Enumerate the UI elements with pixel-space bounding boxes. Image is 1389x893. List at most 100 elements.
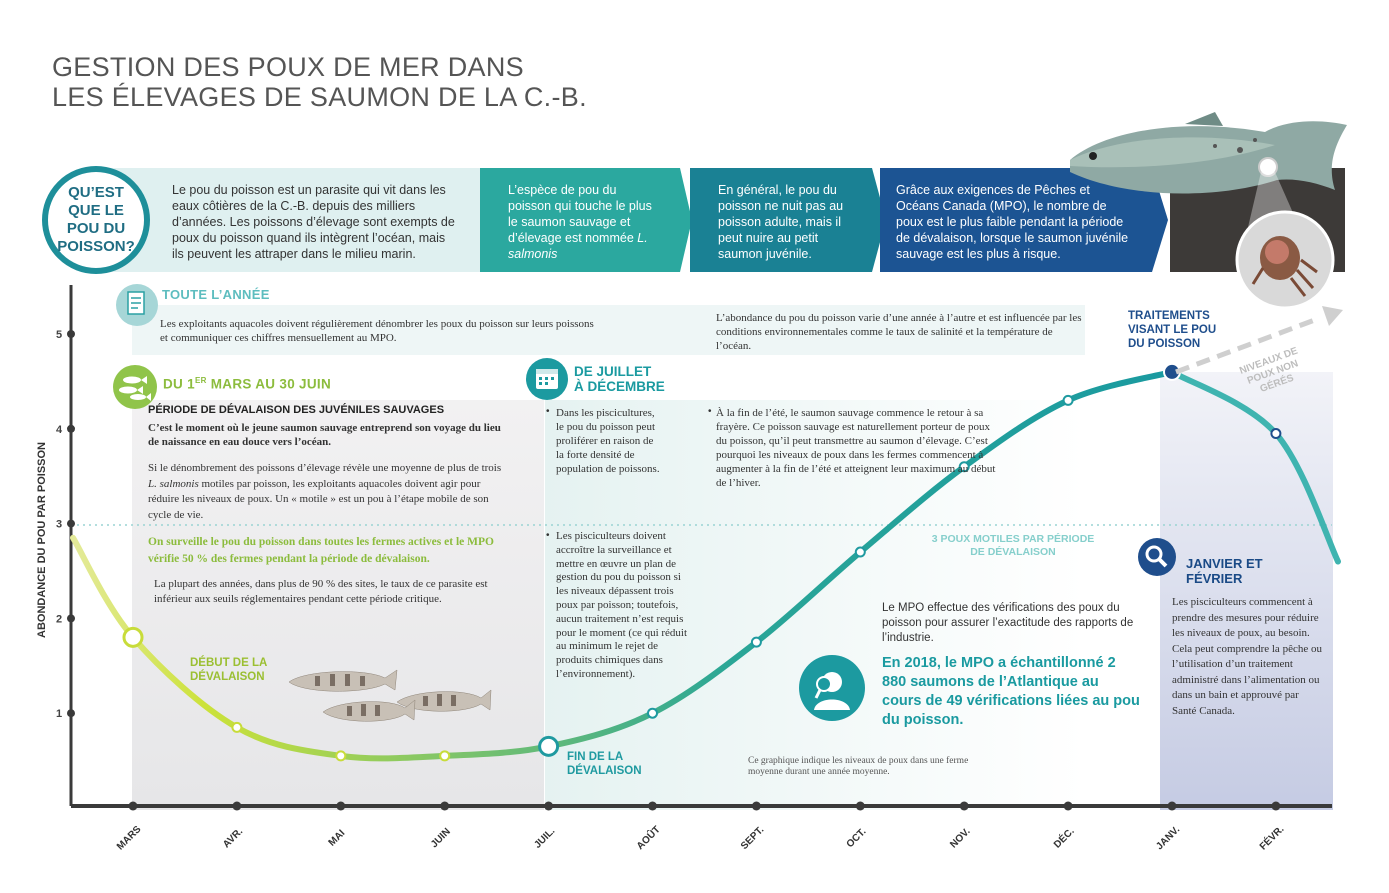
x-tick-label: OCT. <box>845 826 869 850</box>
winter-text: Les pisciculteurs commencent à prendre d… <box>1172 596 1322 717</box>
y-tick-mark <box>67 330 75 338</box>
data-point-SEPT. <box>750 636 762 648</box>
bullet-1: • <box>546 406 550 417</box>
chevron-4 <box>1148 168 1168 272</box>
dfo-highlight: En 2018, le MPO a échantillonné 2 880 sa… <box>882 655 1140 728</box>
data-point-MARS <box>122 626 144 648</box>
y-tick-label: 1 <box>56 708 62 720</box>
intro-panel-2: L’espèce de pou du poisson qui touche le… <box>480 168 670 272</box>
chevron-3 <box>866 168 886 272</box>
intro-panel-3: En général, le pou du poisson ne nuit pa… <box>690 168 870 272</box>
chevron-2 <box>668 168 692 272</box>
unmanaged-arrow <box>1175 315 1321 375</box>
summer-heading: DE JUILLET À DÉCEMBRE <box>574 364 665 394</box>
x-tick-mark <box>232 801 242 811</box>
unmanaged-arrowhead <box>1322 306 1343 326</box>
x-tick-mark <box>855 801 865 811</box>
data-point-AOÛT <box>647 707 658 719</box>
x-tick-label: FÉVR. <box>1256 822 1286 852</box>
bullet-2: • <box>546 530 550 541</box>
x-tick-label: NOV. <box>948 826 973 851</box>
juvenile-salmon-illustration <box>288 669 492 722</box>
x-tick-label: MAI <box>327 828 348 849</box>
calendar-icon <box>526 358 568 400</box>
outmigration-box <box>132 400 544 810</box>
start-outmigration-label: DÉBUT DE LA DÉVALAISON <box>190 657 267 683</box>
document-icon <box>116 284 158 326</box>
data-point-OCT. <box>854 546 866 558</box>
magnifier-icon <box>1138 538 1176 576</box>
x-tick-label: JUIL. <box>532 826 557 851</box>
x-tick-label: DÉC. <box>1051 824 1077 850</box>
end-outmigration-label: FIN DE LA DÉVALAISON <box>567 751 642 777</box>
outmigration-text-1: Si le dénombrement des poissons d’élevag… <box>148 462 502 521</box>
lice-curve-decline <box>1169 368 1341 565</box>
y-tick-label: 3 <box>56 519 62 531</box>
year-round-band <box>132 305 1085 355</box>
data-point-JUIN <box>439 750 451 762</box>
summer-col2-text: À la fin de l’été, le saumon sauvage com… <box>716 407 996 489</box>
threshold-label: 3 POUX MOTILES PAR PÉRIODE DE DÉVALAISON <box>931 533 1095 558</box>
inspector-icon <box>799 655 865 721</box>
data-point-MAI <box>335 750 347 762</box>
year-round-right-text: L’abondance du pou du poisson varie d’un… <box>716 312 1082 352</box>
winter-heading: JANVIER ET FÉVRIER <box>1186 556 1263 586</box>
outmigration-text-2: La plupart des années, dans plus de 90 %… <box>154 578 488 605</box>
x-tick-mark <box>544 801 554 811</box>
chart-axes <box>69 285 1332 808</box>
bullet-3: • <box>708 406 712 417</box>
data-point-DÉC. <box>1062 394 1074 406</box>
x-tick-label: JANV. <box>1154 824 1182 852</box>
outmigration-subheading: PÉRIODE DE DÉVALAISON DES JUVÉNILES SAUV… <box>148 404 445 416</box>
x-tick-mark <box>751 801 761 811</box>
y-tick-mark <box>67 709 75 718</box>
outmigration-green-text: On surveille le pou du poisson dans tout… <box>148 536 494 565</box>
x-tick-label: AVR. <box>221 826 245 850</box>
intro-panel-1: Le pou du poisson est un parasite qui vi… <box>95 168 480 272</box>
y-tick-mark <box>67 614 75 623</box>
summer-col1-text-b: Les pisciculteurs doivent accroître la s… <box>556 530 688 680</box>
y-tick-mark <box>67 519 75 528</box>
page-title: GESTION DES POUX DE MER DANS LES ÉLEVAGE… <box>52 52 587 112</box>
x-tick-mark <box>1271 801 1281 811</box>
x-ticks: MARS AVR. MAI JUIN JUIL. AOÛT SEPT. OCT. NOV. DÉC… <box>115 801 1287 853</box>
y-axis-label: ABONDANCE DU POU PAR POISSON <box>36 442 48 638</box>
y-tick-label: 5 <box>56 329 62 341</box>
spring-heading: DU 1ER MARS AU 30 JUIN <box>163 376 332 392</box>
year-round-left-text: Les exploitants aquacoles doivent réguli… <box>160 318 594 344</box>
data-point-AVR. <box>231 721 243 733</box>
summer-col1-text-a: Dans les piscicul­tures, le pou du poiss… <box>556 407 660 475</box>
winter-box <box>1160 372 1333 810</box>
lice-curve <box>70 368 1175 762</box>
x-tick-label: JUIN <box>429 826 453 850</box>
data-points <box>122 362 1282 762</box>
y-tick-label: 2 <box>56 613 62 625</box>
y-ticks: 1 2 3 4 5 <box>56 329 75 720</box>
x-tick-mark <box>648 801 657 811</box>
chart-note: Ce graphique indique les niveaux de poux… <box>748 756 969 777</box>
y-tick-mark <box>67 424 75 433</box>
x-tick-mark <box>1167 801 1177 811</box>
x-tick-mark <box>440 801 450 811</box>
data-point-JUIL. <box>538 735 560 757</box>
dfo-audit-text: Le MPO effectue des vérifications des po… <box>882 602 1134 644</box>
y-tick-label: 4 <box>56 424 63 436</box>
data-point-FÉVR. <box>1270 428 1282 440</box>
question-circle: QU’EST QUE LE POU DU POISSON? <box>42 166 150 274</box>
treatments-label: TRAITEMENTS VISANT LE POU DU POISSON <box>1128 310 1217 350</box>
x-tick-mark <box>336 801 346 811</box>
x-tick-mark <box>128 801 138 811</box>
fish-school-icon <box>113 365 157 409</box>
data-point-NOV. <box>958 461 970 473</box>
x-tick-label: AOÛT <box>633 823 662 852</box>
x-tick-mark <box>959 801 969 811</box>
year-round-heading: TOUTE L’ANNÉE <box>162 287 270 302</box>
x-tick-label: MARS <box>115 824 144 853</box>
outmigration-bold-text: C’est le moment où le jeune saumon sauva… <box>148 422 501 448</box>
salmon-illustration <box>1070 112 1347 310</box>
summer-box <box>545 400 1085 810</box>
intro-panel-4: Grâce aux exigences de Pêches et Océans … <box>880 168 1150 272</box>
x-tick-mark <box>1063 801 1073 811</box>
x-tick-label: SEPT. <box>739 824 767 852</box>
